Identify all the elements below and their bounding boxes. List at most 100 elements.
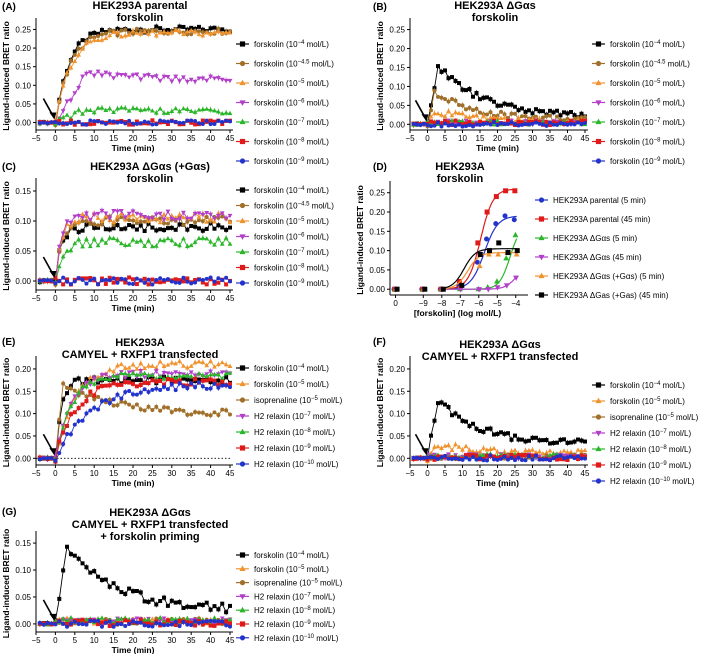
data-point (200, 384, 205, 389)
data-point (200, 121, 205, 126)
data-point (60, 253, 66, 259)
data-point (212, 29, 217, 35)
data-point (551, 122, 556, 127)
data-point (142, 408, 147, 413)
data-point (131, 392, 136, 397)
data-point (449, 97, 454, 102)
data-point (523, 452, 528, 457)
data-point (158, 408, 163, 413)
data-point (223, 370, 229, 376)
data-point (115, 276, 120, 281)
data-point (150, 122, 155, 127)
panel-title: HEK293A ΔGαs (+Gαs) (90, 161, 210, 173)
y-tick-label: 0.20 (389, 365, 405, 374)
data-point (123, 280, 128, 285)
data-point (142, 243, 148, 248)
data-point (80, 216, 85, 221)
data-point (193, 385, 198, 390)
data-point (212, 619, 217, 624)
data-point (467, 424, 472, 429)
data-point (212, 371, 217, 377)
data-point (224, 275, 229, 280)
data-point (572, 456, 577, 461)
data-point (56, 263, 62, 269)
legend-item: forskolin (10−5 mol/L) (592, 397, 685, 406)
data-point (123, 226, 128, 231)
data-point (53, 458, 58, 463)
x-tick-label: −7 (456, 299, 466, 308)
data-point (446, 452, 451, 457)
legend-label: H2 relaxin (10−10 mol/L) (254, 634, 339, 643)
data-point (154, 386, 159, 391)
data-point (575, 437, 580, 442)
data-point (432, 123, 437, 128)
data-point (161, 237, 167, 243)
data-point (484, 209, 490, 215)
data-point (157, 614, 163, 620)
x-tick-label: 30 (167, 469, 176, 478)
data-point (173, 379, 178, 384)
data-point (41, 622, 46, 627)
data-point (513, 251, 520, 257)
data-point (92, 569, 97, 574)
data-point (157, 211, 163, 217)
data-point (200, 235, 206, 240)
data-point (68, 121, 73, 126)
data-point (177, 358, 182, 363)
y-axis-label: Ligand-induced BRET ratio (1, 181, 11, 291)
data-point (193, 119, 198, 124)
legend-label: H2 relaxin (10−8 mol/L) (254, 606, 335, 615)
data-point (513, 275, 519, 281)
data-point (169, 622, 174, 627)
data-point (498, 115, 504, 121)
series (37, 544, 233, 627)
x-tick-label: 15 (109, 636, 118, 645)
data-point (425, 455, 430, 460)
data-point (439, 124, 444, 129)
series (37, 234, 233, 286)
data-point (460, 103, 465, 108)
x-tick-label: 0 (393, 299, 398, 308)
data-point (224, 619, 229, 624)
legend-item: isoprenaline (10−5 mol/L) (236, 579, 343, 588)
data-point (422, 286, 428, 292)
data-point (134, 616, 140, 621)
data-point (150, 216, 155, 222)
series (411, 120, 587, 129)
data-point (185, 227, 190, 232)
data-point (498, 121, 503, 126)
x-tick-label: 40 (563, 134, 572, 143)
data-point (118, 72, 124, 78)
legend-item: H2 relaxin (10−9 mol/L) (236, 444, 335, 453)
data-point (216, 385, 221, 390)
data-point (477, 456, 482, 461)
data-point (509, 120, 514, 125)
data-point (435, 64, 440, 69)
data-point (502, 213, 508, 219)
data-point (459, 282, 465, 288)
data-point (212, 364, 217, 369)
data-point (470, 108, 475, 113)
data-point (463, 114, 469, 119)
data-point (215, 372, 221, 377)
legend-label: forskolin (10−7 mol/L) (610, 118, 685, 127)
data-point (181, 105, 186, 111)
x-tick-label: 25 (511, 469, 520, 478)
data-point (173, 280, 178, 285)
data-point (519, 453, 524, 458)
legend-label: forskolin (10−7 mol/L) (254, 248, 329, 257)
data-point (470, 94, 475, 99)
data-point (519, 458, 524, 463)
data-point (547, 120, 552, 125)
legend-marker (239, 248, 246, 255)
data-point (456, 81, 461, 86)
data-point (95, 37, 101, 42)
data-point (60, 109, 66, 114)
data-point (428, 108, 433, 113)
data-point (134, 392, 139, 397)
data-point (485, 251, 492, 257)
x-tick-label: 30 (167, 294, 176, 303)
data-point (477, 429, 482, 434)
data-point (220, 407, 225, 412)
data-point (456, 444, 462, 449)
